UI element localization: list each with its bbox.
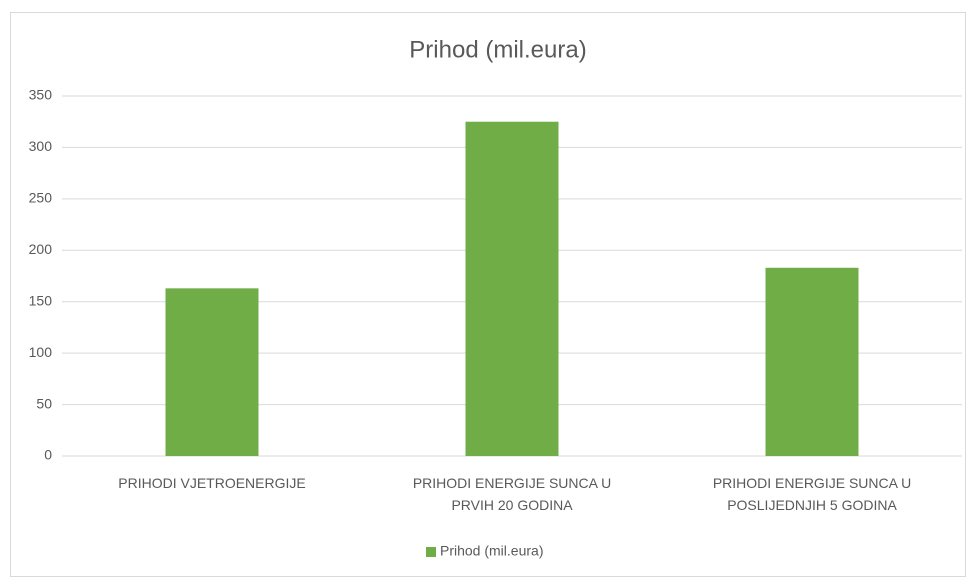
chart-title: Prihod (mil.eura) xyxy=(409,36,586,63)
y-tick-label: 250 xyxy=(29,190,53,206)
x-tick-label: PRIHODI ENERGIJE SUNCA U POSLIJEDNJIH 5 … xyxy=(712,475,912,513)
x-tick-label: PRIHODI ENERGIJE SUNCA U PRVIH 20 GODINA xyxy=(412,475,612,513)
y-tick-label: 200 xyxy=(29,241,53,257)
y-tick-label: 350 xyxy=(29,87,53,103)
y-tick-label: 100 xyxy=(29,344,53,360)
y-tick-label: 0 xyxy=(44,447,52,463)
y-tick-label: 50 xyxy=(36,395,52,411)
x-tick-label: PRIHODI VJETROENERGIJE xyxy=(118,475,306,491)
legend-label: Prihod (mil.eura) xyxy=(440,543,543,559)
legend-swatch xyxy=(426,547,436,557)
y-tick-label: 150 xyxy=(29,292,53,308)
y-tick-label: 300 xyxy=(29,138,53,154)
bar xyxy=(465,121,559,456)
bar xyxy=(165,288,259,456)
bar xyxy=(765,267,859,456)
